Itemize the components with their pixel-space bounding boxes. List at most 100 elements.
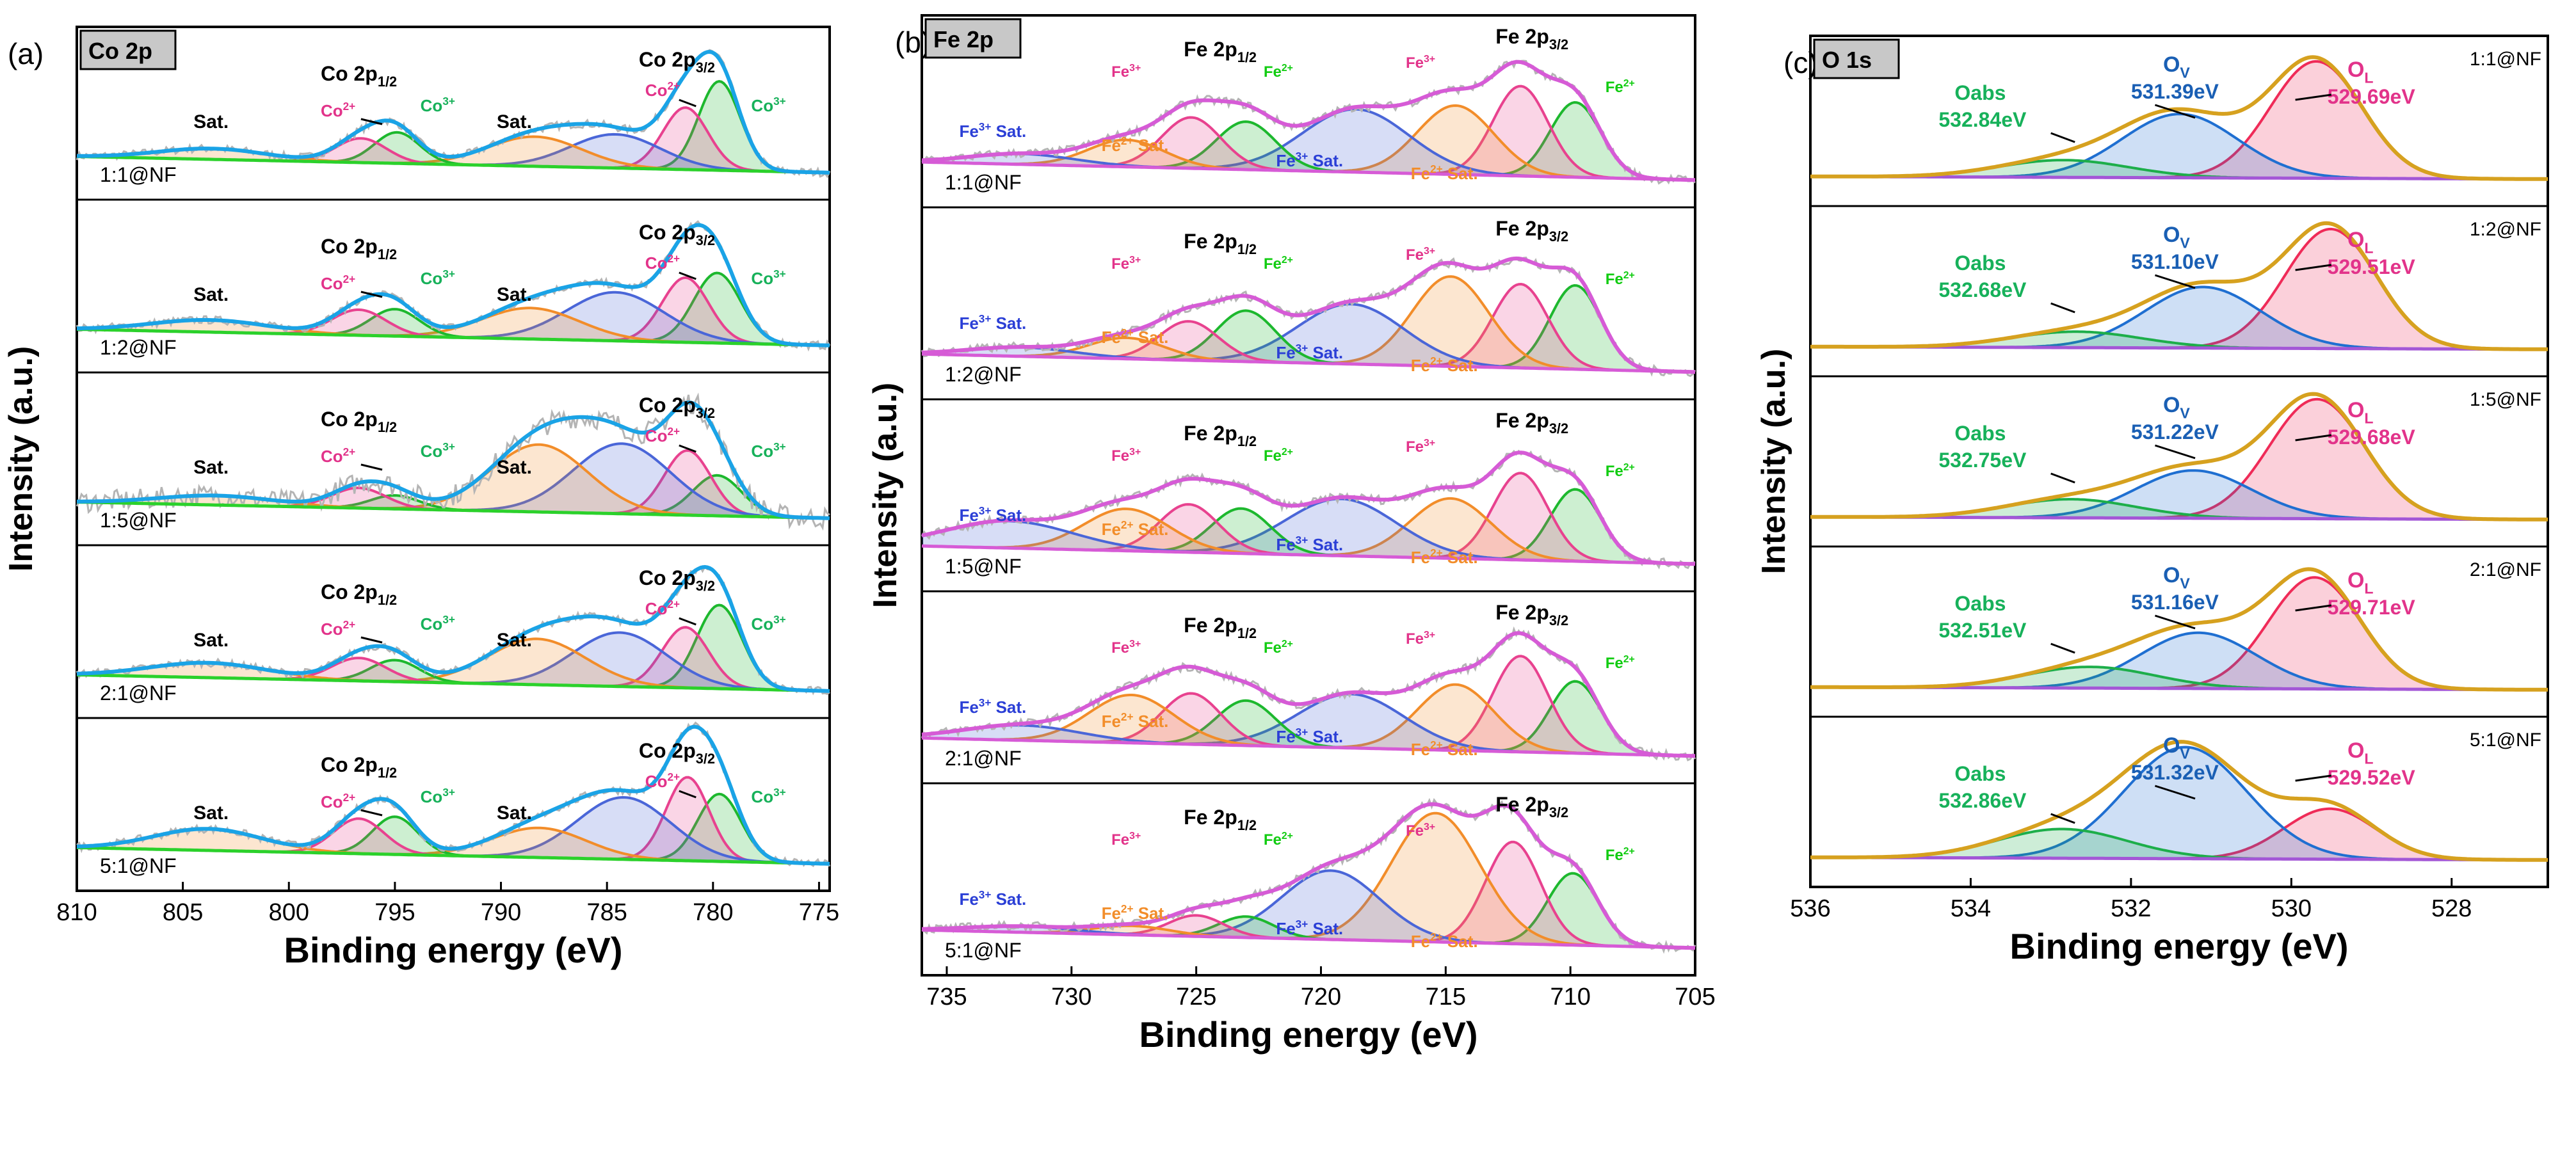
main-peak-label: Fe 2p1/2	[1184, 806, 1257, 833]
ol-label: OL	[2347, 398, 2374, 427]
oabs-energy: 532.51eV	[1938, 619, 2027, 642]
x-axis-title: Binding energy (eV)	[1139, 1014, 1478, 1055]
peak-area-Fe3Sat	[922, 154, 1695, 180]
peak-area-Sat	[77, 134, 830, 173]
ol-energy: 529.52eV	[2328, 766, 2416, 789]
envelope-line	[921, 256, 1696, 374]
fe2-sat-label: Fe2+ Sat.	[1411, 738, 1478, 759]
fe3-sat-label: Fe3+ Sat.	[1276, 918, 1343, 938]
ov-energy: 531.10eV	[2131, 250, 2219, 273]
main-peak-label: Co 2p3/2	[639, 394, 715, 421]
co3-label: Co3+	[421, 613, 455, 634]
x-tick-label: 735	[926, 984, 967, 1010]
panel-label: (c)	[1783, 46, 1818, 79]
peak-area-Fe2	[922, 873, 1695, 948]
main-peak-label: Fe 2p1/2	[1184, 422, 1257, 449]
peak-area-Fe3Sat	[922, 926, 1695, 948]
sat-label: Sat.	[193, 630, 229, 651]
pointer-line	[2295, 264, 2332, 271]
panel-frame	[921, 14, 1696, 977]
co3-label: Co3+	[421, 786, 455, 806]
pointer-line	[2295, 774, 2332, 782]
background-line	[76, 846, 830, 866]
fe2-label: Fe2+	[1606, 846, 1635, 864]
peak-area-Co2	[77, 277, 830, 346]
peak-area-Fe3Sat	[922, 521, 1695, 564]
pointer-line	[2154, 274, 2196, 289]
sample-label: 1:5@NF	[100, 509, 177, 532]
peak-area-Fe3	[922, 86, 1695, 180]
fe3-sat-label: Fe3+ Sat.	[1276, 150, 1343, 170]
oabs-label: Oabs	[1954, 592, 2006, 615]
spectrum-row: 1:5@NF Fe 2p1/2 Fe 2p3/2 Fe3+ Fe2+ Fe3+ Fe2+ Fe…	[921, 398, 1696, 578]
pointer-line	[679, 444, 696, 453]
peak-area-OV	[1810, 287, 2548, 349]
main-peak-label: Co 2p1/2	[321, 62, 397, 90]
peak-area-Sat	[77, 797, 830, 864]
pointer-line	[2154, 785, 2196, 800]
spectrum-row: 1:1@NF Co 2p1/2 Co 2p3/2 Co2+ Co3+ Co2+ Co3+ Sa…	[76, 48, 831, 186]
ol-energy: 529.51eV	[2328, 255, 2416, 278]
pointer-line	[2295, 434, 2332, 442]
ol-label: OL	[2347, 568, 2374, 597]
peak-area-Fe2Sat	[922, 498, 1695, 564]
element-tag: O 1s	[1822, 47, 1872, 73]
co3-label: Co3+	[421, 267, 455, 288]
sample-label: 1:1@NF	[100, 163, 177, 186]
spectrum-row: 2:1@NF Fe 2p1/2 Fe 2p3/2 Fe3+ Fe2+ Fe3+ Fe2+ Fe…	[921, 590, 1696, 770]
peak-area-Fe2Sat	[922, 684, 1695, 756]
sat-label: Sat.	[193, 457, 229, 478]
fe2-sat-label: Fe2+ Sat.	[1411, 930, 1478, 951]
peak-area-Fe2	[922, 489, 1695, 564]
main-peak-label: Co 2p1/2	[321, 753, 397, 781]
peak-area-Fe3Sat	[922, 499, 1695, 564]
peak-area-Co3	[77, 605, 830, 691]
pointer-line	[360, 118, 383, 125]
spectrum-row: 2:1@NF Co 2p1/2 Co 2p3/2 Co2+ Co3+ Co2+ Co3+ Sa…	[76, 544, 830, 705]
envelope-line	[76, 564, 830, 693]
ov-label: OV	[2163, 393, 2190, 422]
sample-label: 1:2@NF	[2470, 219, 2541, 240]
envelope-line	[1810, 567, 2548, 692]
ov-label: OV	[2163, 223, 2190, 251]
ol-energy: 529.71eV	[2328, 596, 2416, 619]
ov-label: OV	[2163, 563, 2190, 592]
fe3-sat-label: Fe3+ Sat.	[1276, 726, 1343, 746]
background-line	[921, 352, 1696, 374]
main-peak-label: Fe 2p1/2	[1184, 614, 1257, 641]
x-tick-label: 530	[2271, 895, 2312, 922]
peak-area-OV	[1810, 114, 2548, 179]
sample-label: 1:1@NF	[2470, 49, 2541, 70]
sat-label: Sat.	[193, 802, 229, 824]
peak-area-OL	[1810, 577, 2548, 690]
ov-label: OV	[2163, 733, 2190, 762]
x-tick-label: 532	[2111, 895, 2151, 922]
peak-area-Fe3Sat	[922, 347, 1695, 372]
element-tag: Co 2p	[88, 38, 152, 64]
peak-area-Fe2	[922, 310, 1695, 372]
main-peak-label: Fe 2p3/2	[1495, 793, 1568, 820]
peak-area-Fe3Sat	[922, 870, 1695, 948]
co2-label: Co2+	[645, 770, 680, 791]
fe3-sat-label: Fe3+ Sat.	[1276, 342, 1343, 362]
fe3-sat-label: Fe3+ Sat.	[959, 120, 1026, 141]
oabs-energy: 532.68eV	[1938, 278, 2027, 301]
peak-area-Fe2Sat	[922, 140, 1695, 180]
peak-area-Fe3Sat	[922, 109, 1695, 180]
peak-area-Co3	[77, 81, 830, 173]
envelope-line	[921, 60, 1696, 182]
panel-frame	[76, 26, 831, 892]
pointer-line	[2295, 604, 2332, 612]
peak-area-Sat	[77, 443, 830, 518]
pointer-line	[360, 291, 383, 298]
co3-label: Co3+	[421, 440, 455, 461]
fe3-label: Fe3+	[1406, 822, 1435, 840]
ov-energy: 531.32eV	[2131, 761, 2219, 784]
background-line	[921, 928, 1696, 950]
main-peak-label: Co 2p1/2	[321, 580, 397, 608]
peak-area-Fe2	[922, 285, 1695, 372]
oabs-energy: 532.84eV	[1938, 108, 2027, 131]
fe2-label: Fe2+	[1606, 654, 1635, 672]
main-peak-label: Fe 2p1/2	[1184, 38, 1257, 65]
